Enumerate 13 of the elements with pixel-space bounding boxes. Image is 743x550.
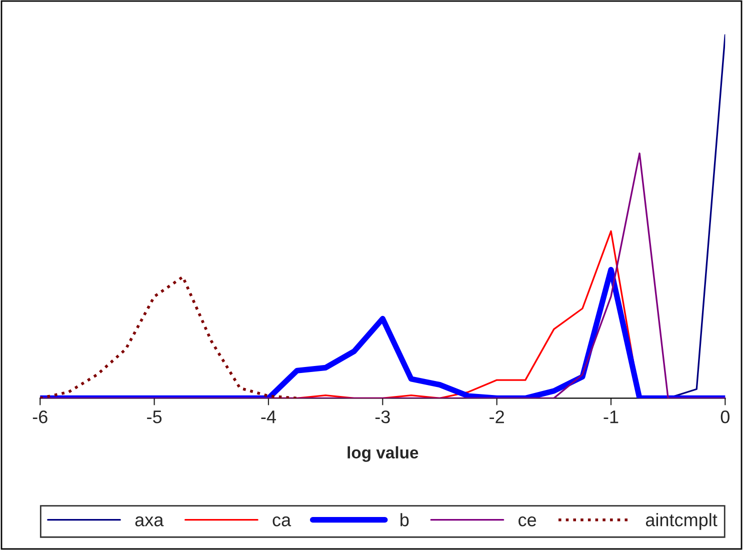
legend-label: b <box>400 513 409 526</box>
x-tick-label: 0 <box>720 410 730 424</box>
x-tick-label: -4 <box>261 410 276 424</box>
x-tick-label: -6 <box>32 410 48 424</box>
legend-label: aintcmplt <box>646 513 718 530</box>
legend-label: ca <box>272 516 292 526</box>
x-tick-label: -1 <box>604 410 618 424</box>
x-tick-label: -2 <box>490 410 504 424</box>
x-tick-label: -3 <box>375 410 390 424</box>
legend-label: ce <box>518 516 536 526</box>
x-tick-label: -5 <box>147 410 162 424</box>
x-axis-title: log value <box>348 446 418 462</box>
legend-label: axa <box>135 516 164 526</box>
